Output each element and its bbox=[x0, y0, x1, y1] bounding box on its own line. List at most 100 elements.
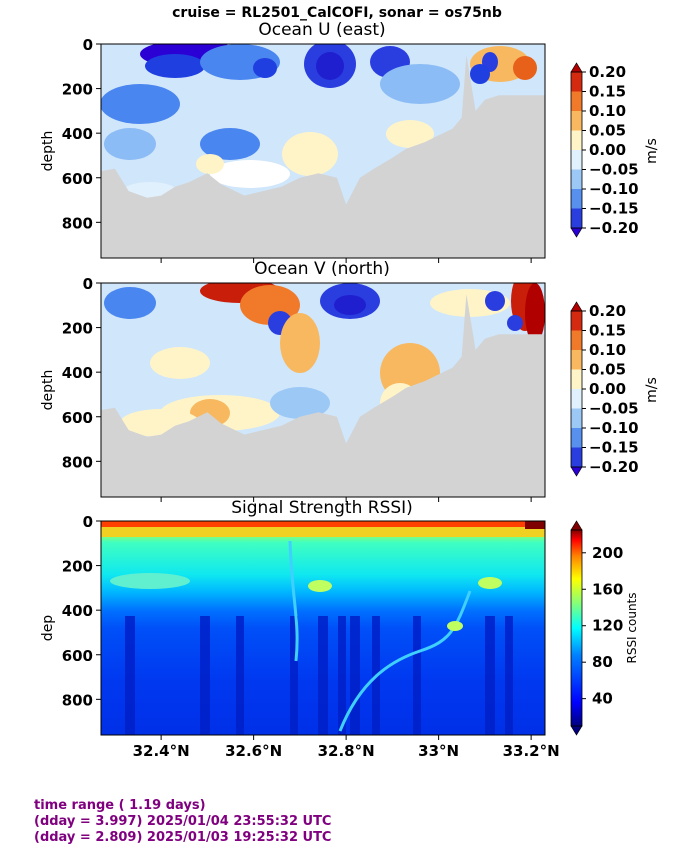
colorbar-tick-label: 0.05 bbox=[589, 361, 626, 379]
velocity-patch bbox=[210, 160, 290, 188]
rssi-patch bbox=[447, 621, 463, 631]
y-tick-label: 0 bbox=[83, 36, 93, 54]
colorbar: 0.20 0.150.10 0.050.00 −0.05−0.10 −0.15−0.20 bbox=[570, 62, 639, 238]
colorbar-band bbox=[571, 111, 582, 131]
y-tick-label: 0 bbox=[83, 513, 93, 531]
rssi-patch bbox=[478, 577, 502, 589]
colorbar-tick-label: 0.20 bbox=[589, 63, 626, 81]
y-axis-label: depth bbox=[40, 131, 56, 172]
colorbar-tick-label: 0.05 bbox=[589, 122, 626, 140]
colorbar-tick-label: 0.20 bbox=[589, 302, 626, 320]
rssi-dark-column bbox=[200, 616, 210, 735]
colorbar-tick-label: −0.15 bbox=[589, 200, 639, 218]
y-tick-label: 0 bbox=[83, 275, 93, 293]
colorbar-band bbox=[571, 369, 582, 390]
velocity-patch bbox=[485, 291, 505, 311]
velocity-patch bbox=[150, 347, 210, 379]
dday-end-text: (dday = 3.997) 2025/01/04 23:55:32 UTC bbox=[34, 814, 332, 829]
y-tick-label: 600 bbox=[62, 170, 93, 188]
colorbar-band bbox=[571, 311, 582, 331]
y-axis: 0 200 400 600 800 bbox=[62, 36, 101, 232]
x-tick-label: 33°N bbox=[418, 742, 459, 760]
colorbar-extend-max bbox=[570, 301, 583, 312]
y-tick-label: 200 bbox=[62, 81, 93, 99]
y-tick-label: 800 bbox=[62, 691, 93, 709]
colorbar-tick-label: −0.05 bbox=[589, 161, 639, 179]
y-tick-label: 200 bbox=[62, 558, 93, 576]
colorbar-tick-label: 0.00 bbox=[589, 380, 626, 398]
colorbar-band bbox=[571, 130, 582, 151]
y-axis: 0 200 400 600 800 bbox=[62, 513, 101, 709]
y-tick-label: 400 bbox=[62, 602, 93, 620]
rssi-patch bbox=[308, 580, 332, 592]
colorbar-extend-max bbox=[570, 62, 583, 73]
velocity-patch bbox=[104, 128, 156, 160]
heatmap-u bbox=[101, 44, 545, 258]
colorbar-tick-label: 0.15 bbox=[589, 322, 626, 340]
rssi-dark-column bbox=[236, 616, 244, 735]
colorbar-band bbox=[571, 389, 582, 409]
velocity-patch bbox=[253, 58, 277, 78]
colorbar-tick-label: 0.10 bbox=[589, 341, 626, 359]
colorbar-tick-label: 120 bbox=[592, 617, 623, 635]
colorbar-extend-min bbox=[570, 466, 583, 477]
seafloor-mask bbox=[101, 55, 545, 258]
colorbar-extend-min bbox=[570, 725, 583, 736]
colorbar-tick-label: 0.15 bbox=[589, 83, 626, 101]
panel-ocean-u: Ocean U (east) 0 200 400 600 800 depth 0.20 0… bbox=[40, 20, 660, 259]
colorbar-band bbox=[571, 447, 582, 468]
panel-title: Ocean U (east) bbox=[258, 20, 385, 40]
colorbar-tick-label: −0.05 bbox=[589, 400, 639, 418]
colorbar: 0.20 0.150.10 0.050.00 −0.05−0.10 −0.15−0.20 bbox=[570, 301, 639, 477]
velocity-patch bbox=[513, 56, 537, 80]
colorbar-tick-label: −0.15 bbox=[589, 439, 639, 457]
plot-frame bbox=[100, 282, 546, 498]
rssi-surface-band bbox=[525, 521, 545, 529]
colorbar-band bbox=[571, 150, 582, 170]
colorbar-tick-label: −0.20 bbox=[589, 458, 639, 476]
plot-frame bbox=[100, 520, 546, 736]
seafloor-mask bbox=[101, 294, 545, 497]
y-tick-label: 400 bbox=[62, 125, 93, 143]
figure: cruise = RL2501_CalCOFI, sonar = os75nb … bbox=[40, 5, 660, 760]
colorbar-label: m/s bbox=[644, 138, 660, 164]
colorbar-tick-label: 80 bbox=[592, 653, 613, 671]
velocity-patch bbox=[200, 128, 260, 160]
colorbar-band bbox=[571, 428, 582, 448]
y-tick-label: 800 bbox=[62, 453, 93, 471]
colorbar-extend-min bbox=[570, 227, 583, 238]
colorbar-tick-label: 40 bbox=[592, 690, 613, 708]
velocity-patch bbox=[386, 120, 434, 148]
velocity-patch bbox=[196, 154, 224, 174]
colorbar-tick-label: −0.20 bbox=[589, 219, 639, 237]
colorbar-tick-label: 0.10 bbox=[589, 102, 626, 120]
colorbar-label: RSSI counts bbox=[625, 592, 639, 663]
velocity-patch bbox=[145, 54, 205, 78]
velocity-patch bbox=[270, 387, 330, 419]
rssi-dark-column bbox=[290, 616, 298, 735]
dday-start-text: (dday = 2.809) 2025/01/03 19:25:32 UTC bbox=[34, 830, 332, 845]
rssi-scattering-layer bbox=[288, 540, 299, 662]
colorbar-tick-label: −0.10 bbox=[589, 419, 639, 437]
colorbar-tick-label: 0.00 bbox=[589, 141, 626, 159]
heatmap-rssi bbox=[101, 521, 545, 735]
panel-ocean-v: Ocean V (north) 0 200 400 600 800 depth 0.20… bbox=[40, 259, 660, 498]
figure-suptitle: cruise = RL2501_CalCOFI, sonar = os75nb bbox=[172, 5, 502, 21]
rssi-dark-column bbox=[350, 616, 360, 735]
rssi-dark-column bbox=[318, 616, 328, 735]
velocity-patch bbox=[507, 315, 523, 331]
y-axis: 0 200 400 600 800 bbox=[62, 275, 101, 471]
rssi-patch bbox=[110, 573, 190, 589]
y-tick-label: 800 bbox=[62, 214, 93, 232]
velocity-patch bbox=[470, 64, 490, 84]
velocity-patch bbox=[104, 287, 156, 319]
colorbar: 200 160 120 80 40 bbox=[570, 520, 623, 736]
y-tick-label: 200 bbox=[62, 320, 93, 338]
y-tick-label: 400 bbox=[62, 364, 93, 382]
velocity-patch bbox=[525, 283, 545, 343]
colorbar-band bbox=[571, 91, 582, 112]
colorbar-tick-label: 160 bbox=[592, 580, 623, 598]
x-tick-label: 32.6°N bbox=[225, 742, 282, 760]
x-axis: 32.4°N 32.6°N 32.8°N 33°N 33.2°N bbox=[133, 258, 560, 760]
